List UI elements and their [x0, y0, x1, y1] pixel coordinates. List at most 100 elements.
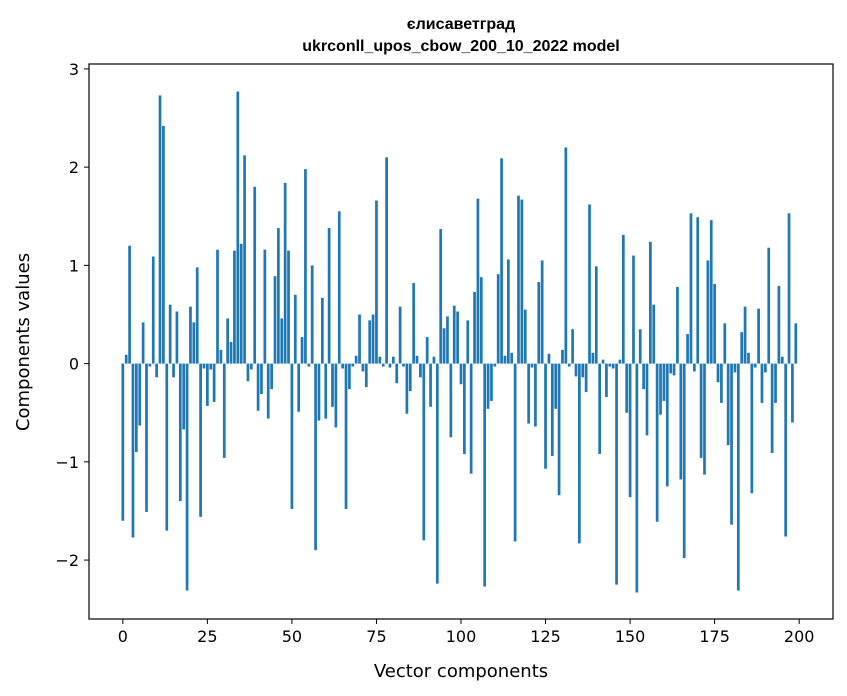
chart-title: єлисаветград	[407, 16, 515, 33]
bar	[760, 363, 764, 403]
bar	[273, 276, 277, 364]
bar	[764, 363, 767, 373]
bar	[733, 363, 737, 373]
bar	[767, 247, 771, 364]
bar	[652, 304, 656, 364]
bars-group	[121, 91, 798, 593]
bar	[361, 363, 365, 372]
y-axis: −2 −1 0 1 2 3	[55, 60, 89, 570]
bar	[435, 363, 439, 584]
x-tick-label: 75	[366, 627, 386, 646]
bar	[547, 353, 551, 364]
bar	[706, 260, 710, 364]
bar	[635, 363, 639, 593]
bar	[439, 229, 443, 364]
bar	[791, 363, 794, 423]
bar	[229, 341, 233, 364]
bar	[473, 291, 476, 364]
bar	[307, 363, 311, 367]
bar	[446, 316, 449, 364]
bar	[263, 249, 267, 364]
bar	[476, 198, 480, 364]
bar	[402, 363, 405, 367]
x-tick-label: 125	[530, 627, 561, 646]
bar	[479, 277, 483, 364]
bar	[412, 283, 416, 364]
bar	[324, 363, 328, 419]
bar	[182, 363, 186, 430]
bar	[716, 363, 720, 383]
bar	[172, 363, 175, 378]
bar	[611, 363, 615, 369]
bar	[540, 260, 544, 364]
bar	[459, 363, 463, 385]
x-axis: 0 25 50 75 100 125 150 175 200	[118, 619, 814, 646]
bar	[344, 363, 348, 509]
bar	[598, 363, 602, 454]
bar	[452, 305, 456, 364]
bar	[283, 182, 287, 364]
bar	[425, 337, 429, 364]
bar	[770, 363, 774, 453]
bar	[168, 304, 172, 364]
bar	[466, 320, 470, 364]
bar	[415, 355, 419, 364]
bar	[358, 314, 361, 364]
bar	[429, 363, 432, 407]
bar	[124, 354, 128, 364]
bar	[270, 363, 273, 390]
bar	[222, 363, 226, 458]
bar	[554, 363, 558, 409]
bar	[534, 363, 537, 427]
bar	[517, 195, 520, 364]
bar	[490, 363, 493, 401]
bar	[162, 125, 165, 364]
bar	[351, 363, 355, 367]
bar	[189, 306, 192, 364]
bar	[713, 284, 716, 364]
bar	[523, 309, 527, 364]
bar	[398, 306, 402, 364]
bar	[506, 259, 510, 364]
bar	[601, 359, 605, 364]
y-tick-label: −2	[55, 551, 79, 570]
bar	[638, 329, 642, 364]
bar	[277, 228, 280, 364]
bar	[777, 286, 781, 364]
bar	[236, 91, 240, 364]
bar	[628, 363, 632, 498]
bar	[740, 332, 744, 364]
bar	[246, 363, 250, 382]
bar	[723, 323, 727, 364]
x-tick-label: 50	[282, 627, 302, 646]
bar	[689, 213, 693, 364]
bar	[131, 363, 135, 538]
bar	[141, 322, 145, 364]
bar	[368, 320, 372, 364]
bar	[757, 308, 760, 364]
bar	[249, 363, 253, 370]
bar	[199, 363, 202, 517]
bar	[632, 255, 635, 364]
bar	[726, 363, 730, 446]
bar	[422, 363, 426, 541]
bar	[456, 311, 459, 364]
bar	[219, 349, 223, 364]
bar	[297, 363, 301, 412]
bar	[392, 356, 395, 364]
bar	[341, 363, 344, 369]
bar	[419, 363, 422, 378]
bar	[510, 352, 514, 364]
bar	[699, 363, 703, 458]
bar	[496, 274, 500, 364]
bar	[151, 256, 155, 364]
bar	[239, 243, 243, 364]
bar	[212, 363, 216, 402]
bar	[385, 157, 388, 364]
bar	[655, 363, 659, 522]
bar	[128, 245, 131, 364]
bar	[364, 363, 368, 388]
bar	[256, 363, 260, 411]
bar	[405, 363, 409, 414]
bar	[679, 363, 683, 480]
